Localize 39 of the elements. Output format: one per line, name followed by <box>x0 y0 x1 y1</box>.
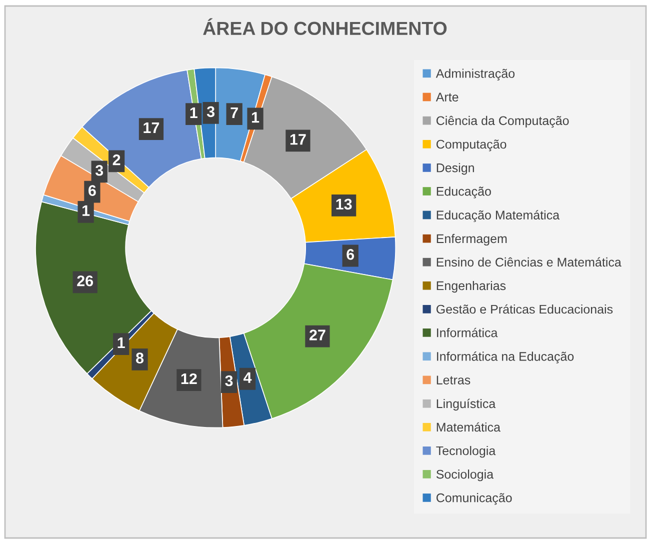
data-label: 3 <box>206 106 215 118</box>
data-label: 13 <box>336 198 352 210</box>
legend-label: Ciência da Computação <box>436 116 569 128</box>
data-label: 2 <box>112 154 120 166</box>
data-label: 4 <box>243 372 252 383</box>
legend-label: Letras <box>436 376 470 384</box>
chart-title: ÁREA DO CONHECIMENTO <box>203 18 447 36</box>
data-label: 26 <box>77 275 94 286</box>
legend-label: Arte <box>436 92 458 102</box>
data-label: 27 <box>310 330 326 340</box>
legend-label: Informática <box>437 328 498 338</box>
legend-label: Enfermagem <box>436 234 507 246</box>
legend-label: Design <box>436 163 474 175</box>
data-label: 6 <box>88 185 96 196</box>
legend-label: Matemática <box>436 422 500 432</box>
legend-label: Educação Matemática <box>436 210 560 222</box>
legend-label: Comunicação <box>436 493 512 505</box>
data-label: 6 <box>346 249 354 260</box>
legend-label: Sociologia <box>436 470 494 482</box>
data-label: 1 <box>82 205 90 216</box>
data-label: 1 <box>118 338 125 348</box>
data-label: 1 <box>252 112 260 123</box>
legend-label: Linguística <box>436 398 496 411</box>
legend-label: Engenharias <box>436 280 506 293</box>
legend-label: Gestão e Práticas Educacionais <box>436 304 613 314</box>
data-label: 12 <box>181 373 197 384</box>
data-label: 7 <box>230 107 238 118</box>
legend-label: Ensino de Ciências e Matemática <box>436 257 622 267</box>
legend-label: Computação <box>436 140 506 152</box>
data-label: 3 <box>225 375 233 386</box>
legend-label: Administração <box>436 68 515 80</box>
data-label: 1 <box>190 107 198 118</box>
data-label: 17 <box>290 134 306 145</box>
data-label: 8 <box>136 352 144 364</box>
legend-label: Tecnologia <box>436 446 496 458</box>
legend-label: Educação <box>436 186 491 198</box>
data-label: 3 <box>95 164 104 176</box>
data-label: 17 <box>144 122 160 133</box>
legend-label: Informática na Educação <box>437 352 574 364</box>
